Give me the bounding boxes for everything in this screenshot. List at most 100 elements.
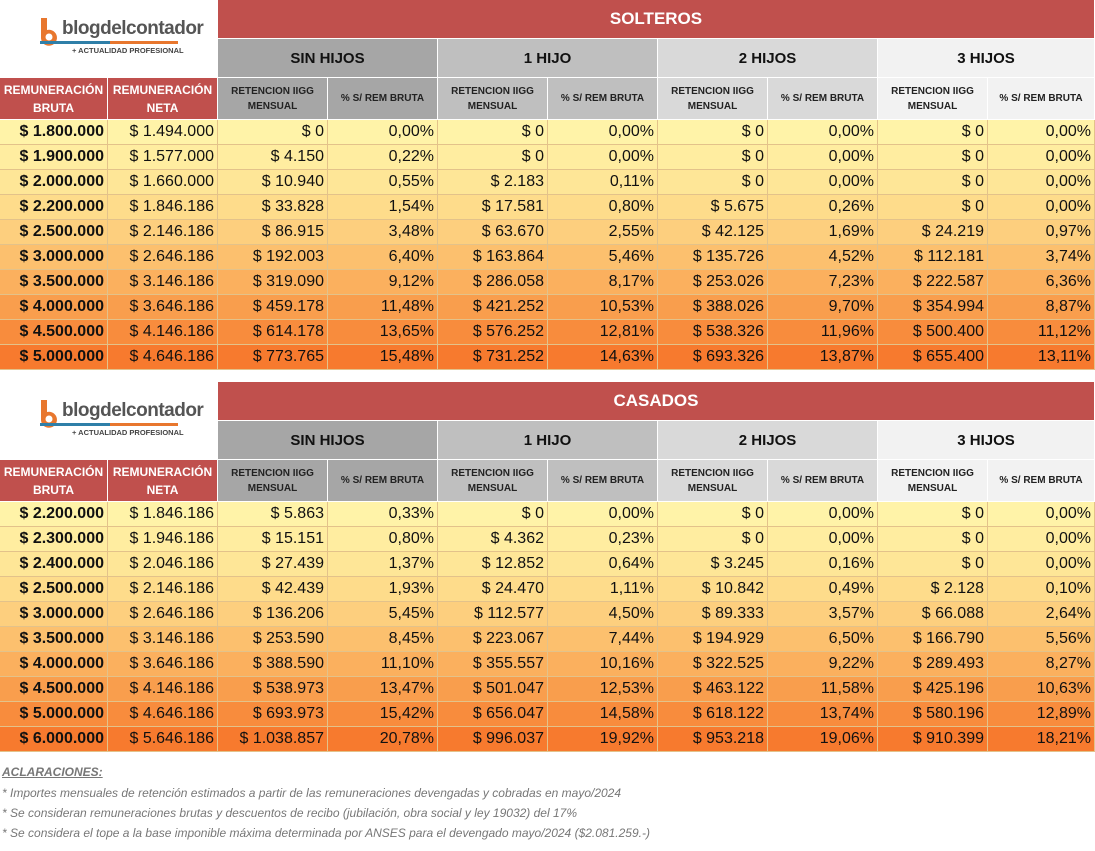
column-header: RETENCION IIGG MENSUAL [438, 78, 548, 120]
table-cell: $ 459.178 [218, 295, 328, 320]
table-cell: $ 10.940 [218, 170, 328, 195]
logo-tagline: + ACTUALIDAD PROFESIONAL [72, 428, 184, 437]
group-header: SIN HIJOS [218, 421, 438, 460]
table-cell: 1,93% [328, 577, 438, 602]
table-cell: 6,40% [328, 245, 438, 270]
table-cell: 0,00% [988, 502, 1095, 527]
table-cell: $ 4.500.000 [0, 320, 108, 345]
table-cell: 0,10% [988, 577, 1095, 602]
table-cell: $ 17.581 [438, 195, 548, 220]
table-cell: 6,50% [768, 627, 878, 652]
group-header: 1 HIJO [438, 39, 658, 78]
table-cell: 18,21% [988, 727, 1095, 752]
table-cell: $ 996.037 [438, 727, 548, 752]
table-cell: 0,16% [768, 552, 878, 577]
table-cell: $ 693.326 [658, 345, 768, 370]
table-cell: 10,63% [988, 677, 1095, 702]
logo-name: blogdelcontador [62, 400, 204, 421]
table-cell: $ 2.500.000 [0, 577, 108, 602]
table-cell: 10,53% [548, 295, 658, 320]
table-cell: $ 388.026 [658, 295, 768, 320]
group-header: 2 HIJOS [658, 421, 878, 460]
table-cell: $ 4.000.000 [0, 295, 108, 320]
table-cell: $ 3.146.186 [108, 627, 218, 652]
table-cell: $ 0 [438, 502, 548, 527]
table-cell: 9,22% [768, 652, 878, 677]
section-title: SOLTEROS [218, 0, 1095, 39]
table-cell: 9,70% [768, 295, 878, 320]
table-cell: 12,53% [548, 677, 658, 702]
table-cell: 2,55% [548, 220, 658, 245]
table-cell: $ 4.646.186 [108, 702, 218, 727]
table-cell: $ 0 [878, 527, 988, 552]
table-cell: 0,00% [328, 120, 438, 145]
table-cell: $ 5.646.186 [108, 727, 218, 752]
table-cell: 8,17% [548, 270, 658, 295]
table-cell: 0,23% [548, 527, 658, 552]
column-header: % S/ REM BRUTA [768, 460, 878, 502]
column-header: RETENCION IIGG MENSUAL [658, 78, 768, 120]
column-header: RETENCION IIGG MENSUAL [878, 78, 988, 120]
table-cell: $ 2.200.000 [0, 502, 108, 527]
column-header: % S/ REM BRUTA [548, 460, 658, 502]
table-cell: $ 910.399 [878, 727, 988, 752]
table-cell: $ 2.400.000 [0, 552, 108, 577]
table-cell: 0,55% [328, 170, 438, 195]
table-cell: $ 33.828 [218, 195, 328, 220]
table-cell: $ 693.973 [218, 702, 328, 727]
logo-icon [40, 18, 57, 46]
table-cell: 13,11% [988, 345, 1095, 370]
table-cell: 1,11% [548, 577, 658, 602]
column-header: % S/ REM BRUTA [328, 460, 438, 502]
table-cell: $ 0 [658, 170, 768, 195]
column-header: % S/ REM BRUTA [548, 78, 658, 120]
table-cell: $ 163.864 [438, 245, 548, 270]
table-cell: $ 2.146.186 [108, 220, 218, 245]
table-cell: 0,80% [548, 195, 658, 220]
logo-bar-orange [110, 41, 178, 44]
table-cell: $ 24.470 [438, 577, 548, 602]
table-cell: $ 10.842 [658, 577, 768, 602]
table-cell: $ 4.362 [438, 527, 548, 552]
logo-icon [40, 400, 57, 428]
table-cell: 0,33% [328, 502, 438, 527]
table-cell: 0,80% [328, 527, 438, 552]
table-cell: $ 0 [878, 170, 988, 195]
table-cell: 1,69% [768, 220, 878, 245]
table-cell: $ 89.333 [658, 602, 768, 627]
table-cell: 10,16% [548, 652, 658, 677]
column-header: REMUNERACIÓN BRUTA [0, 78, 108, 120]
table-cell: $ 112.577 [438, 602, 548, 627]
table-cell: $ 0 [878, 145, 988, 170]
table-cell: $ 0 [658, 502, 768, 527]
table-cell: 0,97% [988, 220, 1095, 245]
table-cell: $ 42.439 [218, 577, 328, 602]
table-cell: $ 354.994 [878, 295, 988, 320]
table-cell: $ 3.500.000 [0, 627, 108, 652]
table-cell: 11,58% [768, 677, 878, 702]
table-cell: $ 655.400 [878, 345, 988, 370]
table-cell: $ 2.300.000 [0, 527, 108, 552]
table-cell: $ 1.660.000 [108, 170, 218, 195]
table-cell: $ 0 [658, 145, 768, 170]
table-cell: $ 24.219 [878, 220, 988, 245]
table-cell: $ 1.800.000 [0, 120, 108, 145]
table-cell: 0,00% [988, 145, 1095, 170]
table-cell: $ 1.846.186 [108, 502, 218, 527]
table-cell: 0,00% [768, 120, 878, 145]
table-cell: $ 5.000.000 [0, 702, 108, 727]
table-cell: $ 12.852 [438, 552, 548, 577]
table-cell: 1,37% [328, 552, 438, 577]
table-cell: 0,00% [768, 502, 878, 527]
table-cell: 11,10% [328, 652, 438, 677]
column-header: REMUNERACIÓN NETA [108, 78, 218, 120]
table-cell: 9,12% [328, 270, 438, 295]
table-cell: $ 0 [878, 502, 988, 527]
table-cell: $ 319.090 [218, 270, 328, 295]
table-cell: $ 136.206 [218, 602, 328, 627]
column-header: REMUNERACIÓN BRUTA [0, 460, 108, 502]
column-header: RETENCION IIGG MENSUAL [218, 460, 328, 502]
logo-name: blogdelcontador [62, 18, 204, 39]
table-cell: 0,26% [768, 195, 878, 220]
